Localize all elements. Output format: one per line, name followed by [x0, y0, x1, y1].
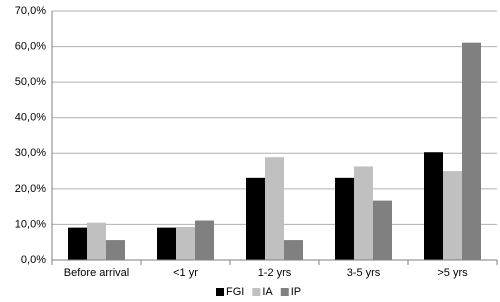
bar [157, 227, 176, 260]
y-tick-label: 20,0% [15, 183, 46, 195]
bar [176, 226, 195, 260]
y-tick-label: 0,0% [21, 254, 46, 266]
bar [106, 240, 125, 260]
bar [443, 171, 462, 260]
bar [373, 200, 392, 260]
y-tick-label: 30,0% [15, 147, 46, 159]
bar [265, 157, 284, 260]
bar [246, 177, 265, 260]
bar [424, 152, 443, 260]
x-tick-label: Before arrival [64, 267, 129, 279]
bar [87, 222, 106, 260]
bar [68, 227, 87, 260]
legend-swatch [216, 288, 224, 296]
y-tick-label: 10,0% [15, 218, 46, 230]
x-tick-label: <1 yr [173, 267, 198, 279]
legend-label: IP [291, 286, 301, 298]
bar [195, 220, 214, 260]
y-tick-label: 60,0% [15, 40, 46, 52]
legend-label: FGI [226, 286, 244, 298]
bar [354, 166, 373, 260]
y-tick-label: 50,0% [15, 76, 46, 88]
y-tick-label: 40,0% [15, 112, 46, 124]
y-tick-label: 70,0% [15, 5, 46, 17]
bar [284, 240, 303, 260]
x-tick-label: >5 yrs [437, 267, 468, 279]
x-tick-label: 1-2 yrs [258, 267, 292, 279]
legend-label: IA [262, 286, 273, 298]
bar [335, 177, 354, 260]
x-tick-label: 3-5 yrs [347, 267, 381, 279]
legend-swatch [280, 288, 289, 296]
legend-swatch [252, 288, 261, 296]
bar [462, 42, 481, 261]
